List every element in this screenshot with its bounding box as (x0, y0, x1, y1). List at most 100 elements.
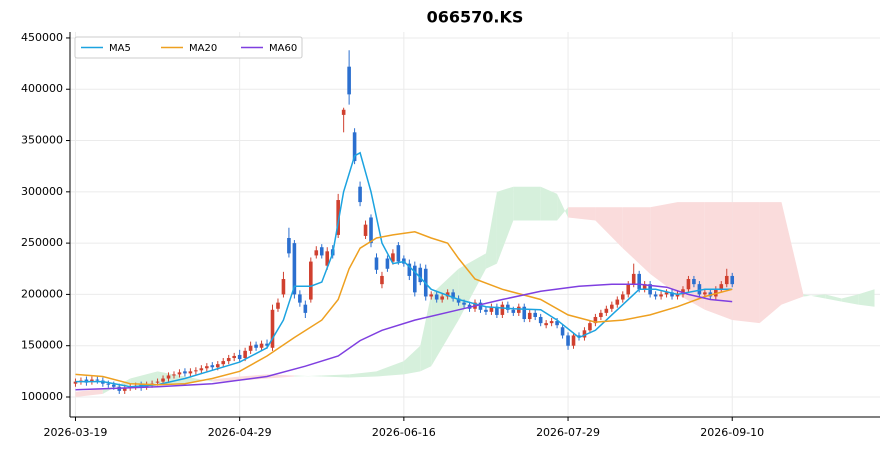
cloud-segment (704, 202, 733, 321)
candle-body (604, 308, 609, 313)
candle-body (292, 243, 297, 295)
candle-body (281, 279, 286, 295)
candle-body (462, 302, 466, 305)
candle-body (221, 361, 226, 365)
cloud-segment (349, 371, 377, 378)
ma-line (75, 283, 733, 391)
cloud-segment (540, 186, 558, 221)
candle-body (631, 273, 636, 285)
candle-body (314, 250, 319, 256)
candle-body (599, 312, 603, 317)
candle-body (582, 330, 587, 338)
candle-body (549, 321, 554, 324)
cloud-segment (622, 207, 651, 274)
cloud-segment (858, 289, 875, 307)
candle-body (407, 263, 412, 276)
candle-body (637, 273, 641, 290)
candle-body (456, 298, 461, 303)
legend-label: MA20 (189, 43, 217, 54)
y-tick-label: 350000 (21, 134, 63, 147)
candle-body (577, 335, 581, 338)
candle-body (724, 275, 729, 285)
candle-body (412, 265, 417, 293)
candle-body (615, 299, 620, 305)
candle-body (177, 372, 182, 375)
candle-body (111, 384, 116, 387)
candle-body (226, 358, 231, 362)
candle-body (166, 375, 171, 379)
candle-body (610, 304, 614, 309)
candle-body (161, 378, 165, 382)
candle-body (380, 275, 384, 285)
candle-body (210, 365, 215, 368)
candle-body (303, 304, 308, 313)
candle-body (358, 186, 362, 203)
candle-body (172, 374, 176, 376)
candle-body (555, 321, 559, 326)
y-tick-label: 200000 (21, 287, 63, 300)
x-tick-label: 2026-06-16 (372, 426, 436, 439)
x-tick-label: 2026-09-10 (700, 426, 764, 439)
cloud-segment (650, 202, 678, 295)
candle-body (653, 294, 658, 297)
candle-body (319, 247, 324, 256)
candle-body (248, 345, 253, 351)
candle-body (259, 343, 264, 348)
y-tick-label: 450000 (21, 31, 63, 44)
cloud-segment (595, 207, 623, 249)
candle-body (347, 66, 351, 95)
cloud-segment (781, 202, 804, 305)
legend-label: MA60 (269, 43, 297, 54)
candle-body (352, 132, 357, 162)
candle-body (90, 379, 94, 382)
cloud-segment (825, 294, 842, 302)
candle-body (719, 284, 724, 290)
cloud-segment (431, 268, 459, 367)
cloud-segment (803, 294, 826, 299)
legend-label: MA5 (109, 43, 131, 54)
cloud-segment (267, 374, 295, 379)
candle-body (287, 237, 291, 254)
cloud-segment (759, 202, 782, 324)
candle-body (703, 292, 707, 295)
candle-body (374, 257, 379, 270)
candle-body (122, 387, 127, 391)
cloud-segment (677, 202, 705, 310)
candle-body (522, 306, 527, 320)
y-tick-label: 400000 (21, 82, 63, 95)
cloud-segment (841, 294, 859, 305)
candle-body (659, 294, 663, 297)
candle-body (484, 309, 488, 312)
y-tick-label: 300000 (21, 185, 63, 198)
candle-body (440, 296, 444, 300)
candle-body (298, 294, 302, 303)
candle-body (205, 366, 209, 369)
candle-body (478, 302, 483, 310)
candle-body (566, 335, 570, 346)
candle-body (571, 335, 576, 346)
candle-body (336, 200, 340, 235)
cloud-segment (403, 345, 421, 375)
candle-body (418, 267, 423, 283)
candle-body (385, 258, 390, 269)
candle-body (270, 309, 275, 348)
candle-body (183, 371, 187, 374)
candle-body (199, 368, 204, 371)
candle-body (642, 284, 647, 290)
candle-body (95, 379, 100, 381)
cloud-segment (75, 388, 103, 397)
candle-body (106, 383, 111, 385)
candle-body (188, 371, 193, 374)
candle-body (363, 224, 368, 236)
candle-body (391, 253, 395, 262)
y-tick-label: 150000 (21, 339, 63, 352)
candle-body (538, 316, 543, 324)
candle-body (265, 343, 269, 346)
x-tick-label: 2026-03-19 (44, 426, 108, 439)
candle-body (243, 350, 247, 359)
cloud-segment (485, 191, 497, 269)
candle-body (451, 292, 455, 299)
candle-body (560, 327, 565, 336)
x-tick-label: 2026-04-29 (208, 426, 272, 439)
cloud-segment (513, 186, 541, 221)
